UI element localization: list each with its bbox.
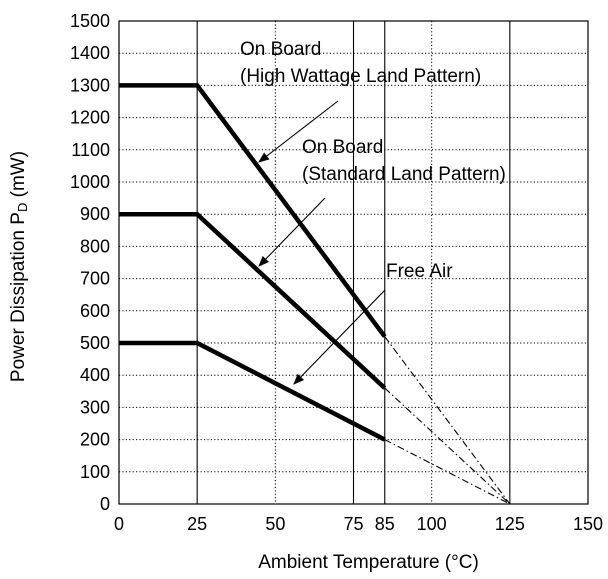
y-tick-label: 1000 (70, 172, 110, 192)
x-tick-label: 25 (187, 514, 207, 534)
y-tick-label: 200 (80, 430, 110, 450)
series-line-0 (119, 83, 387, 338)
annotation-label-1-line-0: On Board (302, 137, 383, 158)
y-tick-label: 400 (80, 365, 110, 385)
x-tick-label: 100 (417, 514, 447, 534)
x-tick-label: 75 (343, 514, 363, 534)
annotation-label-0-line-0: On Board (240, 39, 321, 60)
x-tick-label: 0 (114, 514, 124, 534)
annotation-label-2-line-0: Free Air (386, 261, 453, 282)
series-line-1 (119, 211, 387, 390)
y-tick-label: 1500 (70, 11, 110, 31)
y-tick-label: 300 (80, 397, 110, 417)
annotation-arrow-2 (293, 289, 386, 385)
y-tick-label: 1300 (70, 75, 110, 95)
y-axis-label: Power Dissipation PD (mW) (8, 151, 30, 382)
series-derating-0 (384, 336, 511, 505)
y-tick-label: 1200 (70, 108, 110, 128)
y-tick-label: 800 (80, 236, 110, 256)
annotation-arrow-1 (258, 197, 326, 267)
x-tick-label: 125 (495, 514, 525, 534)
x-tick-label: 150 (573, 514, 603, 534)
x-tick-label: 50 (265, 514, 285, 534)
annotation-label-1-line-1: (Standard Land Pattern) (302, 164, 506, 185)
y-tick-labels: 0 100 200 300 400 500 600 700 800 900 1000 1100 1200… (70, 11, 110, 514)
plot-frame (118, 20, 589, 505)
annotation-layer: On Board (High Wattage Land Pattern) On Bo… (240, 39, 506, 385)
y-tick-label: 700 (80, 269, 110, 289)
series-layer (119, 83, 511, 505)
x-axis-label: Ambient Temperature (°C) (258, 552, 479, 573)
series-derating-2 (384, 439, 511, 505)
annotation-arrow-0 (258, 100, 339, 163)
y-tick-label: 100 (80, 462, 110, 482)
y-tick-label: 500 (80, 333, 110, 353)
annotation-label-0-line-1: (High Wattage Land Pattern) (240, 66, 481, 87)
y-tick-label: 1400 (70, 43, 110, 63)
x-tick-label: 85 (375, 514, 395, 534)
y-tick-label: 1100 (71, 140, 110, 160)
y-axis-label-unit: (mW) (8, 151, 29, 203)
y-tick-label: 0 (100, 494, 110, 514)
series-line-2 (119, 340, 386, 442)
x-tick-labels: 0 25 50 75 85 100 125 150 (114, 514, 603, 534)
y-tick-label: 600 (80, 301, 110, 321)
y-tick-label: 900 (80, 204, 110, 224)
y-axis-label-main: Power Dissipation P (8, 212, 29, 382)
y-axis-label-subscript: D (15, 203, 30, 212)
